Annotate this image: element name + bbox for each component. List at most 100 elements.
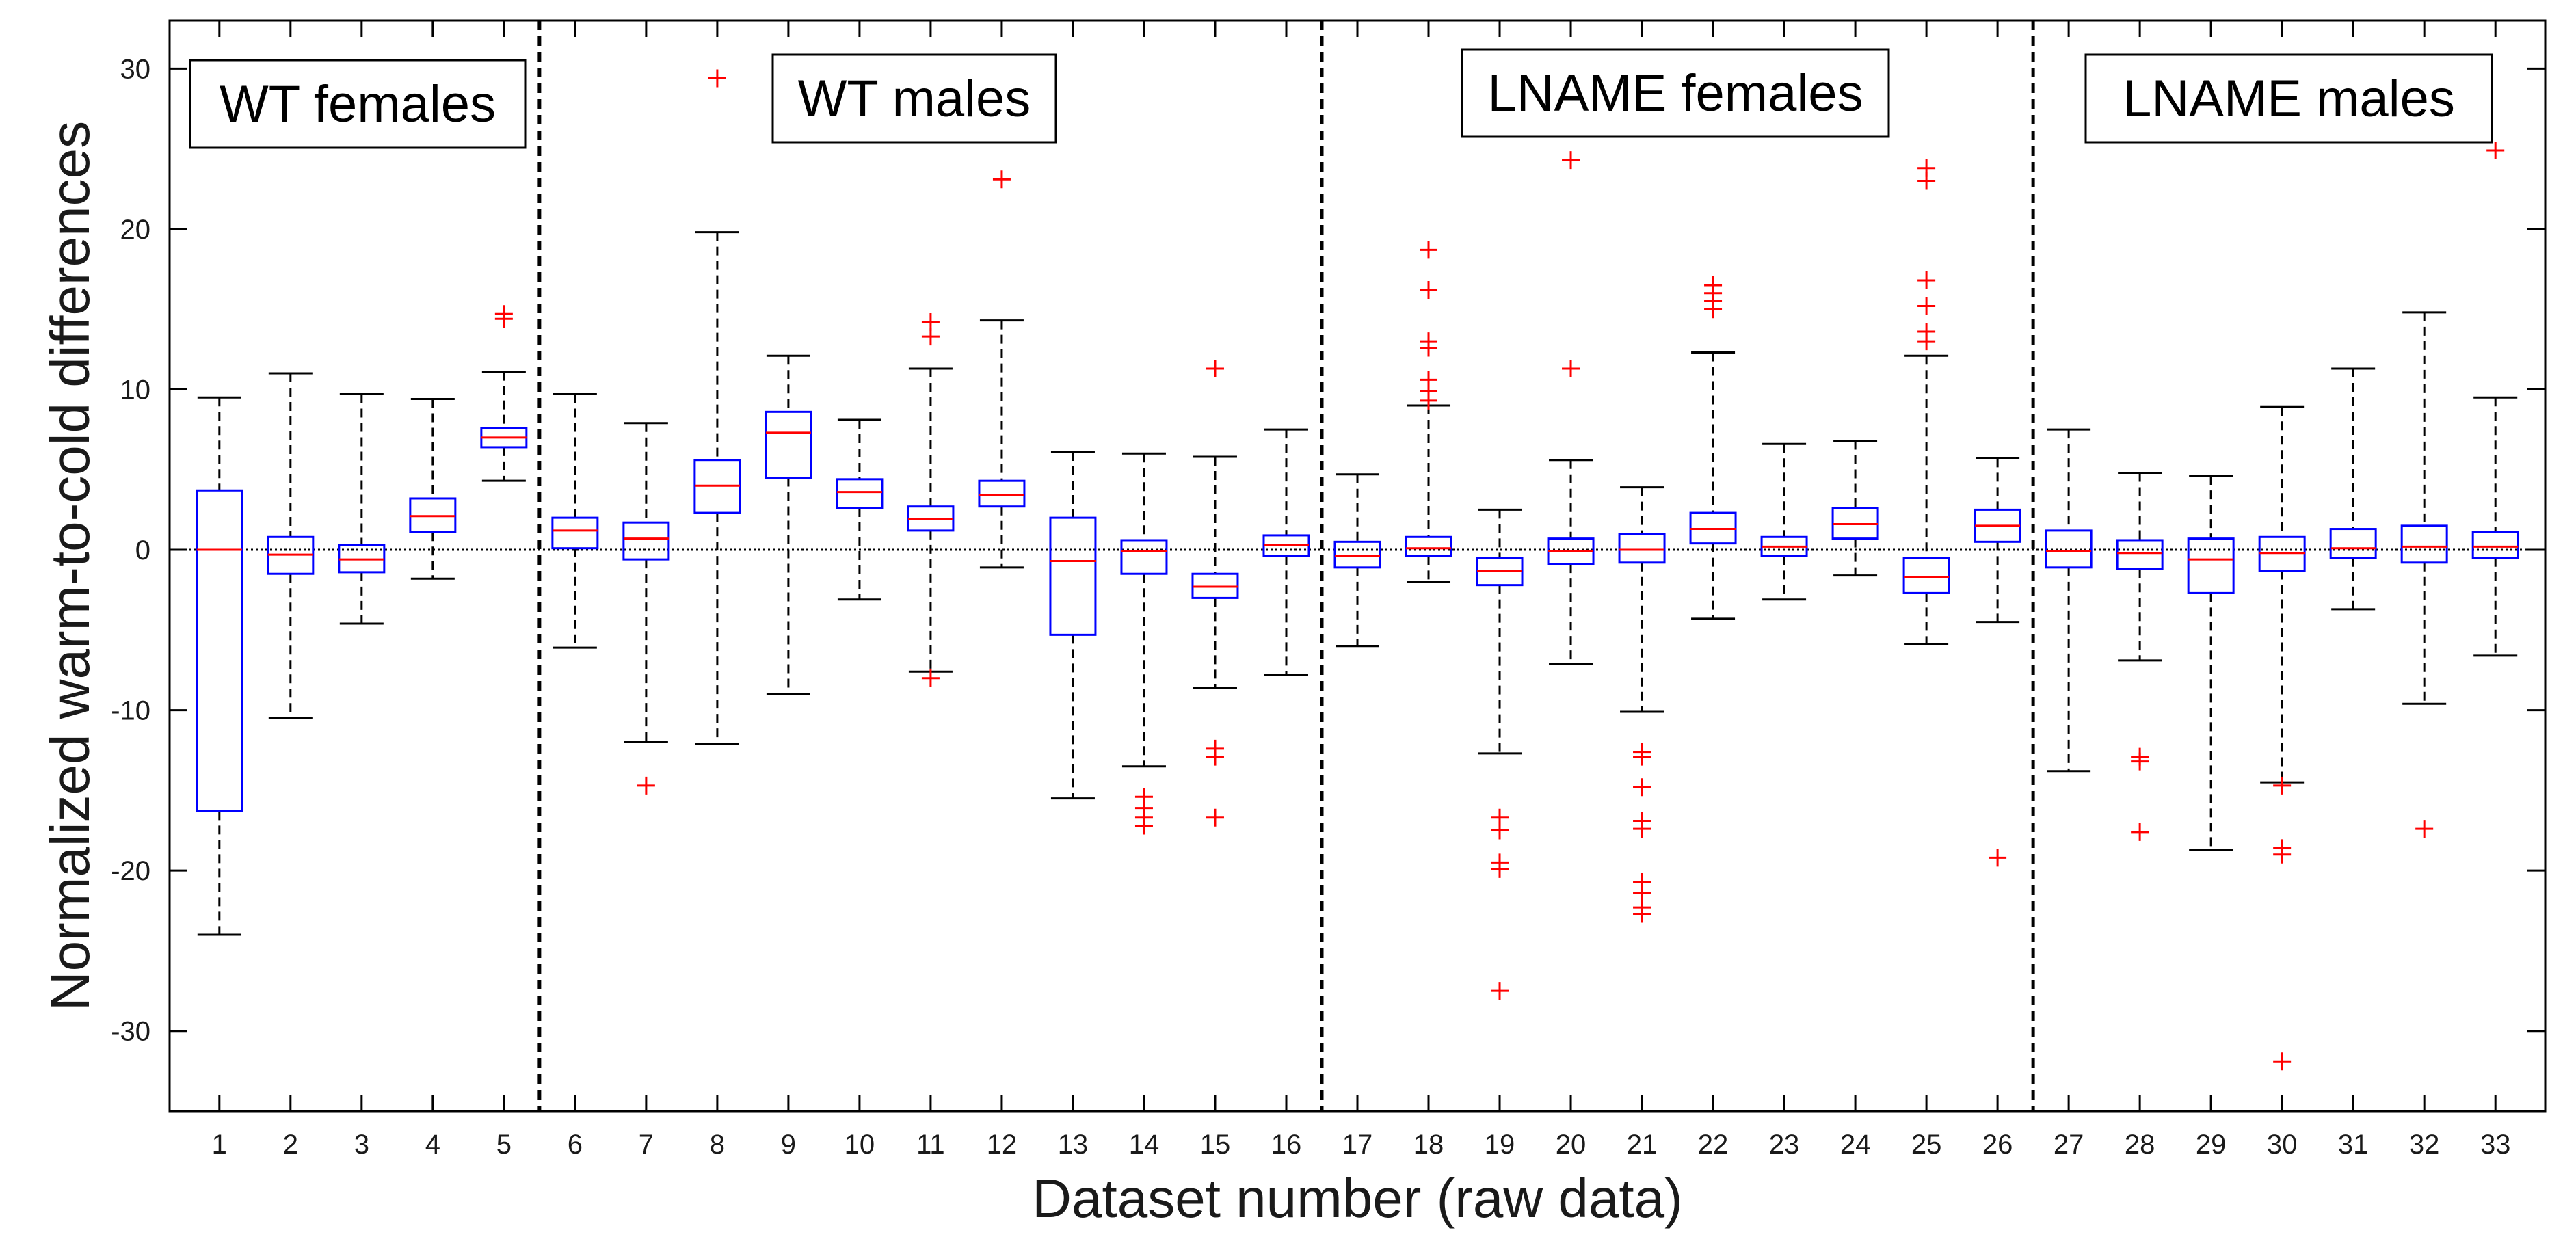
iqr-box	[622, 521, 670, 561]
box-dataset-5	[480, 305, 528, 482]
group-label-text: LNAME females	[1487, 64, 1863, 122]
x-tick-label: 13	[1058, 1130, 1089, 1160]
iqr-box	[2329, 528, 2377, 559]
y-axis-label: Normalized warm-to-cold differences	[40, 121, 101, 1011]
box-dataset-1	[196, 396, 243, 936]
y-tick-label: 0	[135, 535, 150, 565]
x-tick-label: 32	[2409, 1130, 2440, 1160]
box-dataset-3	[338, 393, 386, 625]
x-tick-label: 24	[1840, 1130, 1871, 1160]
outlier-marker	[1917, 159, 1936, 177]
x-tick-label: 33	[2480, 1130, 2511, 1160]
outlier-marker	[2273, 776, 2292, 795]
outlier-marker	[1633, 778, 1651, 797]
box-dataset-28	[2116, 471, 2164, 841]
outlier-marker	[1917, 271, 1936, 289]
iqr-box	[978, 479, 1026, 508]
group-labels: WT females WT males LNAME females LNAME mal…	[189, 48, 2493, 149]
outlier-marker	[1420, 241, 1438, 259]
iqr-box	[2400, 524, 2448, 564]
box-dataset-8	[693, 69, 741, 745]
x-tick-label: 1	[212, 1130, 227, 1160]
iqr-box	[2471, 531, 2519, 559]
x-tick-label: 4	[425, 1130, 440, 1160]
box-dataset-31	[2329, 367, 2377, 611]
iqr-box	[2187, 537, 2235, 594]
x-tick-label: 31	[2338, 1130, 2369, 1160]
outlier-marker	[1917, 297, 1936, 315]
outlier-marker	[1562, 359, 1580, 377]
outlier-marker	[921, 669, 940, 687]
box-dataset-11	[907, 312, 955, 687]
y-tick-label: 10	[120, 375, 151, 405]
x-tick-label: 11	[916, 1130, 945, 1160]
x-axis: 1 2 3 4 5 6 7 8 9 10 11 12 13 14 15 16 17 18 19 20 21 22 23 24 2…	[212, 21, 2511, 1160]
box-dataset-17	[1333, 473, 1381, 648]
iqr-box	[1405, 535, 1452, 557]
box-dataset-24	[1831, 440, 1879, 577]
outlier-marker	[1491, 982, 1509, 1000]
group-label-text: WT females	[220, 75, 496, 133]
box-dataset-29	[2187, 475, 2235, 851]
x-tick-label: 10	[845, 1130, 875, 1160]
x-tick-label: 3	[354, 1130, 369, 1160]
outlier-marker	[494, 305, 513, 323]
outlier-marker	[2131, 823, 2149, 841]
iqr-box	[551, 516, 599, 550]
outlier-marker	[1989, 849, 2007, 867]
x-tick-label: 22	[1698, 1130, 1729, 1160]
outlier-marker	[1562, 151, 1580, 170]
iqr-box	[1120, 539, 1168, 575]
x-tick-label: 7	[639, 1130, 654, 1160]
group-label-text: LNAME males	[2123, 70, 2455, 128]
x-tick-label: 5	[496, 1130, 512, 1160]
y-tick-label: -30	[111, 1017, 150, 1047]
outlier-marker	[1491, 821, 1509, 840]
outlier-marker	[1134, 816, 1153, 835]
x-tick-label: 17	[1342, 1130, 1373, 1160]
outlier-marker	[1420, 332, 1438, 351]
box-dataset-25	[1902, 159, 1950, 645]
iqr-box	[1049, 516, 1097, 636]
x-tick-label: 9	[781, 1130, 796, 1160]
outlier-marker	[1917, 323, 1936, 341]
box-dataset-30	[2258, 405, 2306, 1071]
outlier-marker	[921, 312, 940, 331]
outlier-marker	[1420, 371, 1438, 389]
x-tick-label: 16	[1271, 1130, 1302, 1160]
box-dataset-19	[1476, 508, 1524, 1000]
outlier-marker	[2273, 845, 2292, 864]
iqr-box	[196, 489, 243, 812]
y-tick-label: -10	[111, 696, 150, 726]
iqr-box	[1902, 557, 1950, 594]
outlier-marker	[708, 69, 726, 88]
x-tick-label: 18	[1413, 1130, 1444, 1160]
x-tick-label: 2	[283, 1130, 298, 1160]
outlier-marker	[1206, 747, 1224, 766]
iqr-box	[1333, 540, 1381, 569]
outlier-marker	[2273, 1052, 2292, 1071]
box-dataset-4	[409, 398, 457, 580]
box-dataset-6	[551, 393, 599, 649]
box-dataset-16	[1262, 428, 1310, 676]
outlier-marker	[1206, 808, 1224, 827]
outlier-marker	[1206, 359, 1224, 377]
outlier-marker	[1633, 820, 1651, 838]
box-dataset-21	[1618, 486, 1666, 923]
group-label-box	[771, 53, 1057, 144]
outlier-marker	[1420, 281, 1438, 299]
iqr-box	[2116, 539, 2164, 570]
group-label-box	[189, 59, 527, 149]
iqr-box	[1618, 533, 1666, 564]
outlier-marker	[637, 776, 655, 795]
x-tick-label: 15	[1200, 1130, 1231, 1160]
x-tick-label: 12	[987, 1130, 1018, 1160]
box-dataset-13	[1049, 451, 1097, 800]
x-tick-label: 29	[2196, 1130, 2227, 1160]
group-label-box	[1461, 48, 1890, 138]
x-tick-label: 26	[1982, 1130, 2013, 1160]
group-label-text: WT males	[798, 70, 1031, 128]
box-dataset-12	[978, 170, 1026, 569]
group-label-0: WT females	[189, 59, 527, 149]
